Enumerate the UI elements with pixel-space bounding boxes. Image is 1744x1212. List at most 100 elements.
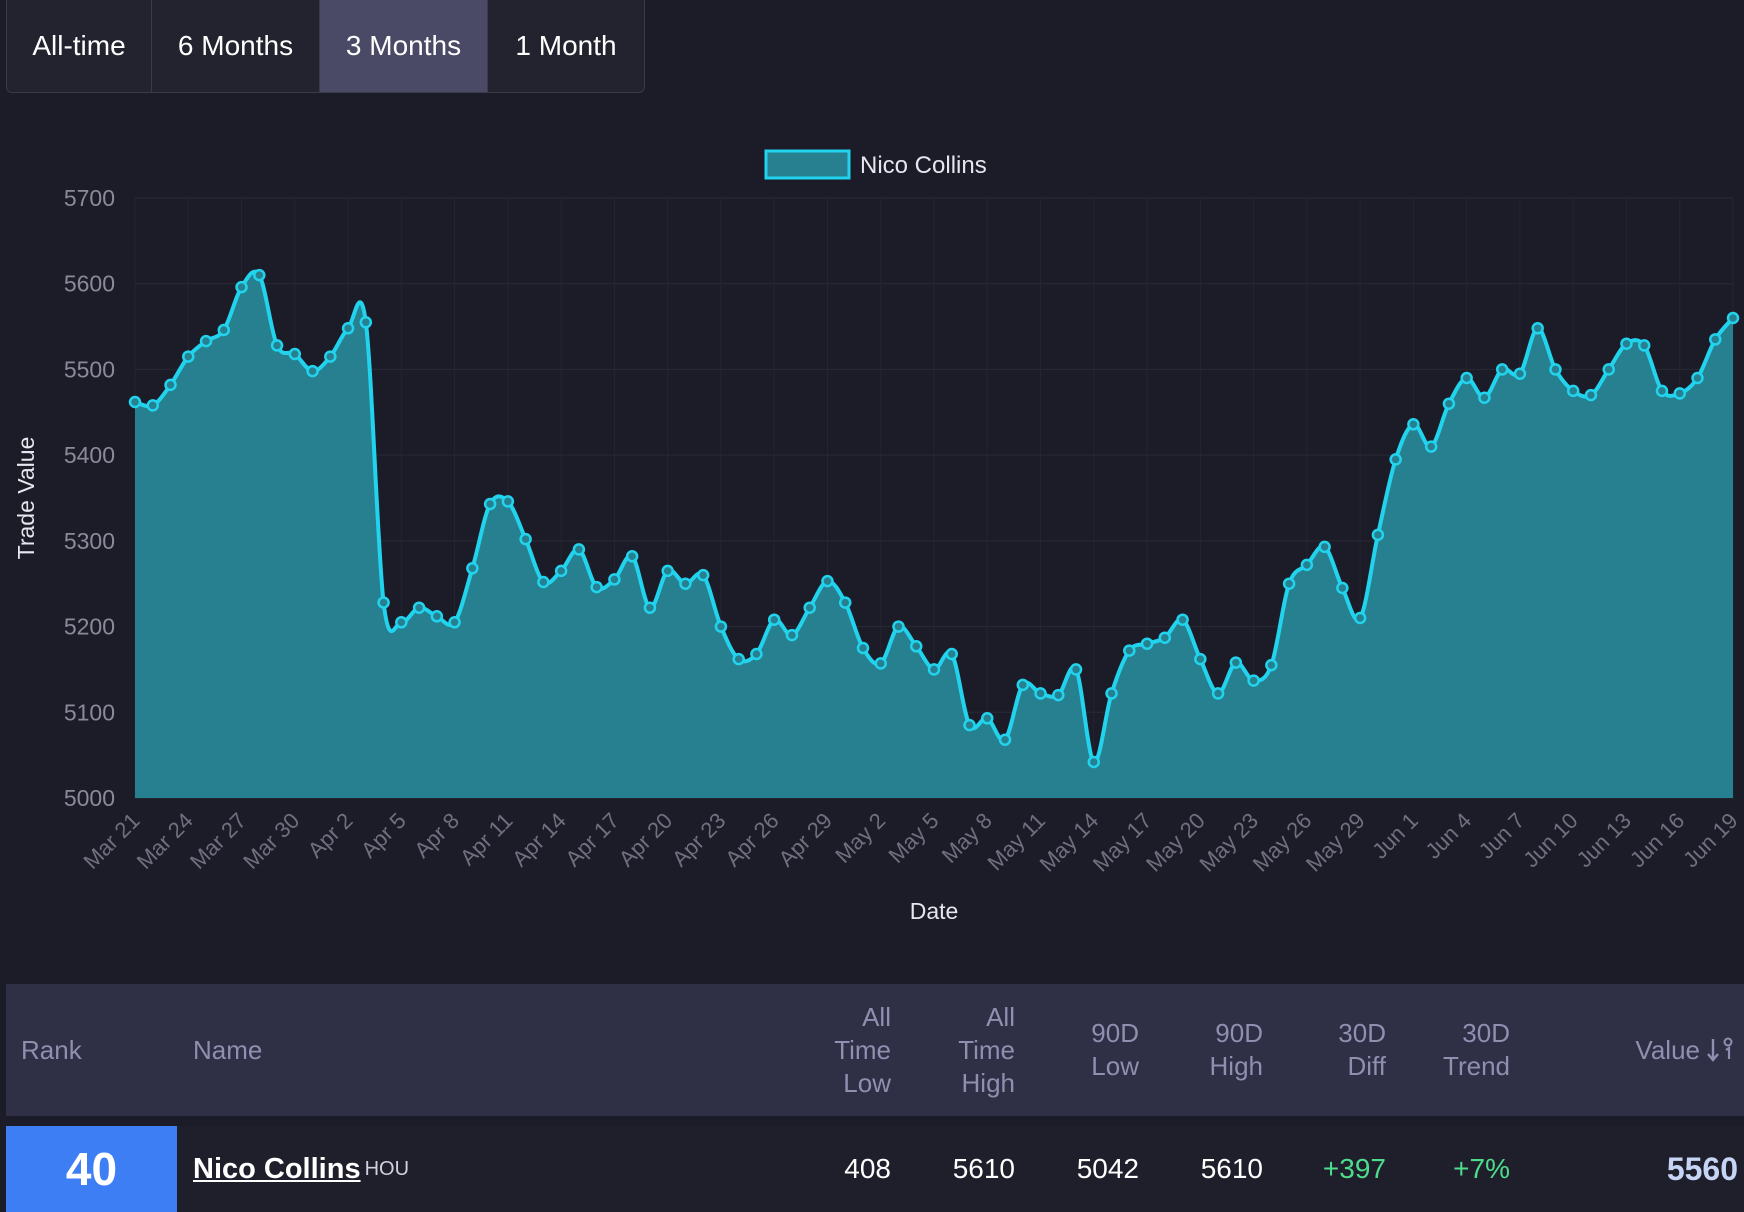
tab-all-time[interactable]: All-time (7, 0, 152, 92)
data-point[interactable] (1478, 391, 1491, 404)
header-90d-high[interactable]: 90D High (1209, 1018, 1263, 1081)
data-point[interactable] (1495, 363, 1509, 376)
data-point[interactable] (1052, 688, 1065, 702)
sort-descending-icon[interactable] (1706, 1035, 1736, 1065)
data-point[interactable] (1016, 678, 1030, 692)
data-point[interactable] (1673, 387, 1686, 400)
data-point[interactable] (661, 564, 674, 578)
data-point[interactable] (1726, 311, 1740, 325)
data-point[interactable] (1602, 363, 1615, 376)
data-point[interactable] (519, 532, 532, 546)
data-point[interactable] (164, 378, 177, 392)
data-point[interactable] (1140, 637, 1154, 650)
data-point[interactable] (714, 620, 728, 633)
data-point[interactable] (1176, 613, 1189, 626)
header-90d-low[interactable]: 90D Low (1091, 1018, 1139, 1081)
tab-3-months[interactable]: 3 Months (320, 0, 488, 92)
data-point[interactable] (1442, 397, 1456, 410)
data-point[interactable] (146, 399, 160, 412)
data-point[interactable] (395, 616, 408, 629)
header-value[interactable]: Value (1566, 984, 1736, 1116)
data-point[interactable] (696, 568, 710, 582)
data-point[interactable] (874, 657, 887, 670)
data-point[interactable] (554, 564, 568, 578)
data-point[interactable] (448, 616, 461, 629)
data-point[interactable] (1087, 755, 1101, 769)
data-point[interactable] (324, 350, 337, 363)
data-point[interactable] (537, 575, 550, 589)
data-point[interactable] (785, 628, 799, 642)
data-point[interactable] (1336, 581, 1349, 595)
header-rank[interactable]: Rank (21, 1034, 82, 1065)
data-point[interactable] (1407, 418, 1420, 431)
data-point[interactable] (466, 562, 479, 575)
data-point[interactable] (1655, 384, 1669, 398)
data-point[interactable] (767, 613, 781, 626)
tab-6-months[interactable]: 6 Months (152, 0, 320, 92)
header-30d-trend[interactable]: 30D Trend (1443, 1018, 1510, 1081)
header-all-time-high[interactable]: All Time High (958, 1001, 1015, 1098)
data-point[interactable] (341, 322, 355, 335)
data-point[interactable] (1211, 687, 1225, 700)
data-point[interactable] (128, 395, 142, 409)
data-point[interactable] (679, 577, 692, 590)
data-point[interactable] (182, 350, 195, 363)
data-point[interactable] (412, 601, 426, 614)
header-name[interactable]: Name (193, 1034, 263, 1065)
data-point[interactable] (821, 574, 834, 588)
data-point[interactable] (643, 601, 657, 614)
data-point[interactable] (625, 550, 639, 563)
data-point[interactable] (235, 280, 248, 294)
chart-legend[interactable]: Nico Collins (764, 149, 987, 180)
header-30d-diff[interactable]: 30D Diff (1338, 1018, 1386, 1081)
data-point[interactable] (1708, 333, 1722, 346)
data-point[interactable] (288, 347, 302, 361)
data-point[interactable] (963, 718, 976, 732)
data-point[interactable] (1637, 339, 1651, 352)
data-point[interactable] (199, 334, 213, 348)
data-point[interactable] (1318, 540, 1331, 554)
data-point[interactable] (750, 647, 763, 661)
data-point[interactable] (1371, 528, 1385, 542)
player-name-link[interactable]: Nico Collins (193, 1152, 361, 1185)
header-all-time-low[interactable]: All Time Low (834, 1001, 891, 1098)
data-point[interactable] (359, 316, 373, 329)
data-point[interactable] (892, 620, 905, 633)
data-point[interactable] (1247, 674, 1260, 687)
data-point[interactable] (306, 364, 319, 378)
data-point[interactable] (1069, 663, 1083, 676)
data-point[interactable] (1424, 440, 1438, 453)
data-point[interactable] (803, 601, 816, 614)
data-point[interactable] (1229, 656, 1243, 669)
data-point[interactable] (981, 712, 994, 725)
data-point[interactable] (483, 497, 497, 511)
data-point[interactable] (909, 640, 923, 653)
data-point[interactable] (1123, 644, 1136, 657)
data-point[interactable] (1584, 388, 1598, 402)
data-point[interactable] (253, 268, 266, 282)
data-point[interactable] (1549, 363, 1562, 376)
data-point[interactable] (1265, 658, 1278, 672)
data-point[interactable] (1620, 337, 1633, 350)
data-point[interactable] (377, 596, 390, 609)
data-point[interactable] (608, 573, 621, 586)
data-point[interactable] (1513, 367, 1527, 380)
data-point[interactable] (927, 663, 941, 676)
data-point[interactable] (856, 641, 870, 655)
data-point[interactable] (945, 647, 959, 661)
data-point[interactable] (1282, 577, 1296, 590)
data-point[interactable] (1460, 371, 1473, 385)
data-point[interactable] (732, 652, 745, 666)
tab-1-month[interactable]: 1 Month (488, 0, 644, 92)
data-point[interactable] (1194, 652, 1207, 666)
data-point[interactable] (572, 543, 586, 556)
data-point[interactable] (217, 323, 231, 337)
data-point[interactable] (270, 339, 284, 352)
data-point[interactable] (998, 733, 1012, 746)
data-point[interactable] (1531, 322, 1544, 335)
data-point[interactable] (1691, 371, 1704, 385)
data-point[interactable] (1353, 611, 1367, 625)
data-point[interactable] (1300, 558, 1314, 572)
data-point[interactable] (1389, 453, 1402, 466)
data-point[interactable] (1034, 687, 1047, 700)
